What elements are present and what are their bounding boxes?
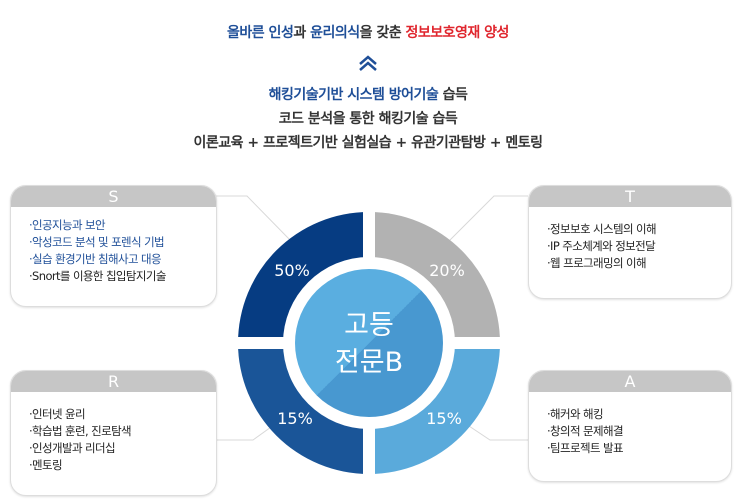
list-item: ·인터넷 윤리 <box>29 407 86 421</box>
box-header: A <box>529 371 731 392</box>
list-item: ·멘토링 <box>29 458 63 472</box>
list-item: ·정보보호 시스템의 이해 <box>547 222 657 236</box>
goal-part: 을 갖춘 <box>359 25 406 41</box>
objective-rest: 습득 <box>438 87 468 103</box>
connector-line <box>215 195 293 243</box>
item-list: ·해커와 해킹 ·창의적 문제해결 ·팀프로젝트 발표 <box>547 406 731 457</box>
box-header: S <box>11 186 216 207</box>
percent-s: 50% <box>274 261 310 280</box>
item-list: ·정보보호 시스템의 이해 ·IP 주소체계와 정보전달 ·웹 프로그래밍의 이해 <box>547 221 731 272</box>
box-t: T ·정보보호 시스템의 이해 ·IP 주소체계와 정보전달 ·웹 프로그래밍의 이… <box>528 185 732 299</box>
goal-part: 윤리의식 <box>310 25 360 41</box>
objective-highlight: 해킹기술기반 시스템 방어기술 <box>268 87 439 103</box>
list-item: ·웹 프로그래밍의 이해 <box>547 256 647 270</box>
list-item: ·Snort를 이용한 칩입탐지기술 <box>29 269 166 283</box>
objective-line-3: 이론교육 + 프로젝트기반 실험실습 + 유관기관탐방 + 멘토링 <box>193 135 543 151</box>
center-label-1: 고등 <box>344 310 394 341</box>
list-item: ·인공지능과 보안 <box>29 218 106 232</box>
connector-line <box>447 195 528 243</box>
goal-part: 올바른 인성 <box>227 25 294 41</box>
box-s: S ·인공지능과 보안 ·악성코드 분석 및 포렌식 기법 ·실습 환경기반 침해사… <box>10 185 217 307</box>
box-a: A ·해커와 해킹 ·창의적 문제해결 ·팀프로젝트 발표 <box>528 370 732 482</box>
box-header: R <box>11 371 216 392</box>
list-item: ·창의적 문제해결 <box>547 424 624 438</box>
center-label-2: 전문B <box>335 347 403 378</box>
list-item: ·팀프로젝트 발표 <box>547 441 624 455</box>
center-circle <box>295 269 443 417</box>
item-list: ·인터넷 윤리 ·학습법 훈련, 진로탐색 ·인성개발과 리더십 ·멘토링 <box>29 406 216 474</box>
item-list: ·인공지능과 보안 ·악성코드 분석 및 포렌식 기법 ·실습 환경기반 침해사고 … <box>29 217 216 285</box>
objective-line-1: 해킹기술기반 시스템 방어기술 습득 <box>0 84 736 104</box>
percent-r: 15% <box>277 409 313 428</box>
list-item: ·악성코드 분석 및 포렌식 기법 <box>29 235 165 249</box>
goal-title: 올바른 인성과 윤리의식을 갖춘 정보보호영재 양성 <box>0 22 736 42</box>
box-header: T <box>529 186 731 207</box>
list-item: ·IP 주소체계와 정보전달 <box>547 239 656 253</box>
goal-part: 과 <box>293 25 311 41</box>
list-item: ·해커와 해킹 <box>547 407 604 421</box>
box-r: R ·인터넷 윤리 ·학습법 훈련, 진로탐색 ·인성개발과 리더십 ·멘토링 <box>10 370 217 496</box>
percent-t: 20% <box>429 261 465 280</box>
goal-part: 정보보호영재 양성 <box>405 25 510 41</box>
double-chevron-up-icon <box>0 52 736 72</box>
percent-a: 15% <box>426 409 462 428</box>
list-item: ·인성개발과 리더십 <box>29 441 116 455</box>
objective-line-2: 코드 분석을 통한 해킹기술 습득 <box>278 111 458 127</box>
list-item: ·실습 환경기반 침해사고 대응 <box>29 252 162 266</box>
list-item: ·학습법 훈련, 진로탐색 <box>29 424 132 438</box>
